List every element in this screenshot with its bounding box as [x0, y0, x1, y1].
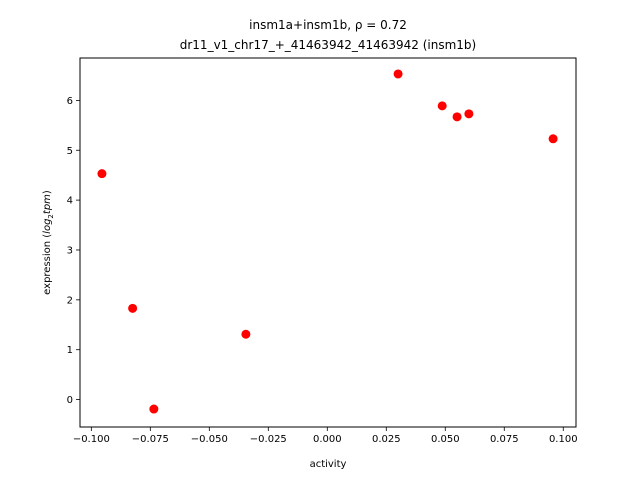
y-axis-ticks: 0 1 2 3 4 5 6	[67, 96, 80, 406]
x-tick-label: −0.025	[250, 434, 287, 445]
data-points	[97, 69, 558, 414]
y-axis-label: expression (log2tpm)	[42, 190, 55, 295]
data-point	[548, 134, 558, 144]
data-point	[464, 109, 474, 119]
plot-frame	[79, 57, 577, 428]
data-point	[452, 112, 462, 122]
y-tick-label: 2	[67, 295, 73, 306]
data-point	[97, 169, 107, 179]
x-tick-label: 0.050	[431, 434, 460, 445]
x-tick-label: 0.100	[549, 434, 578, 445]
data-point	[437, 101, 447, 111]
x-tick-label: −0.100	[73, 434, 110, 445]
x-axis-ticks: −0.100 −0.075 −0.050 −0.025 0.000 0.025 0.050 0…	[73, 427, 578, 445]
x-tick-label: 0.000	[313, 434, 342, 445]
chart-title-line1: insm1a+insm1b, ρ = 0.72	[249, 18, 407, 32]
x-tick-label: −0.050	[191, 434, 228, 445]
y-tick-label: 6	[67, 96, 73, 107]
y-tick-label: 3	[67, 245, 73, 256]
x-tick-label: 0.025	[372, 434, 401, 445]
x-tick-label: 0.075	[490, 434, 519, 445]
chart-title-line2: dr11_v1_chr17_+_41463942_41463942 (insm1…	[180, 38, 476, 52]
data-point	[128, 303, 138, 313]
y-tick-label: 4	[67, 196, 73, 207]
data-point	[241, 329, 251, 339]
data-point	[393, 69, 403, 79]
x-axis-label: activity	[310, 459, 347, 470]
y-tick-label: 0	[67, 395, 73, 406]
data-point	[149, 404, 159, 414]
x-tick-label: −0.075	[132, 434, 169, 445]
y-tick-label: 5	[67, 146, 73, 157]
y-tick-label: 1	[67, 345, 73, 356]
